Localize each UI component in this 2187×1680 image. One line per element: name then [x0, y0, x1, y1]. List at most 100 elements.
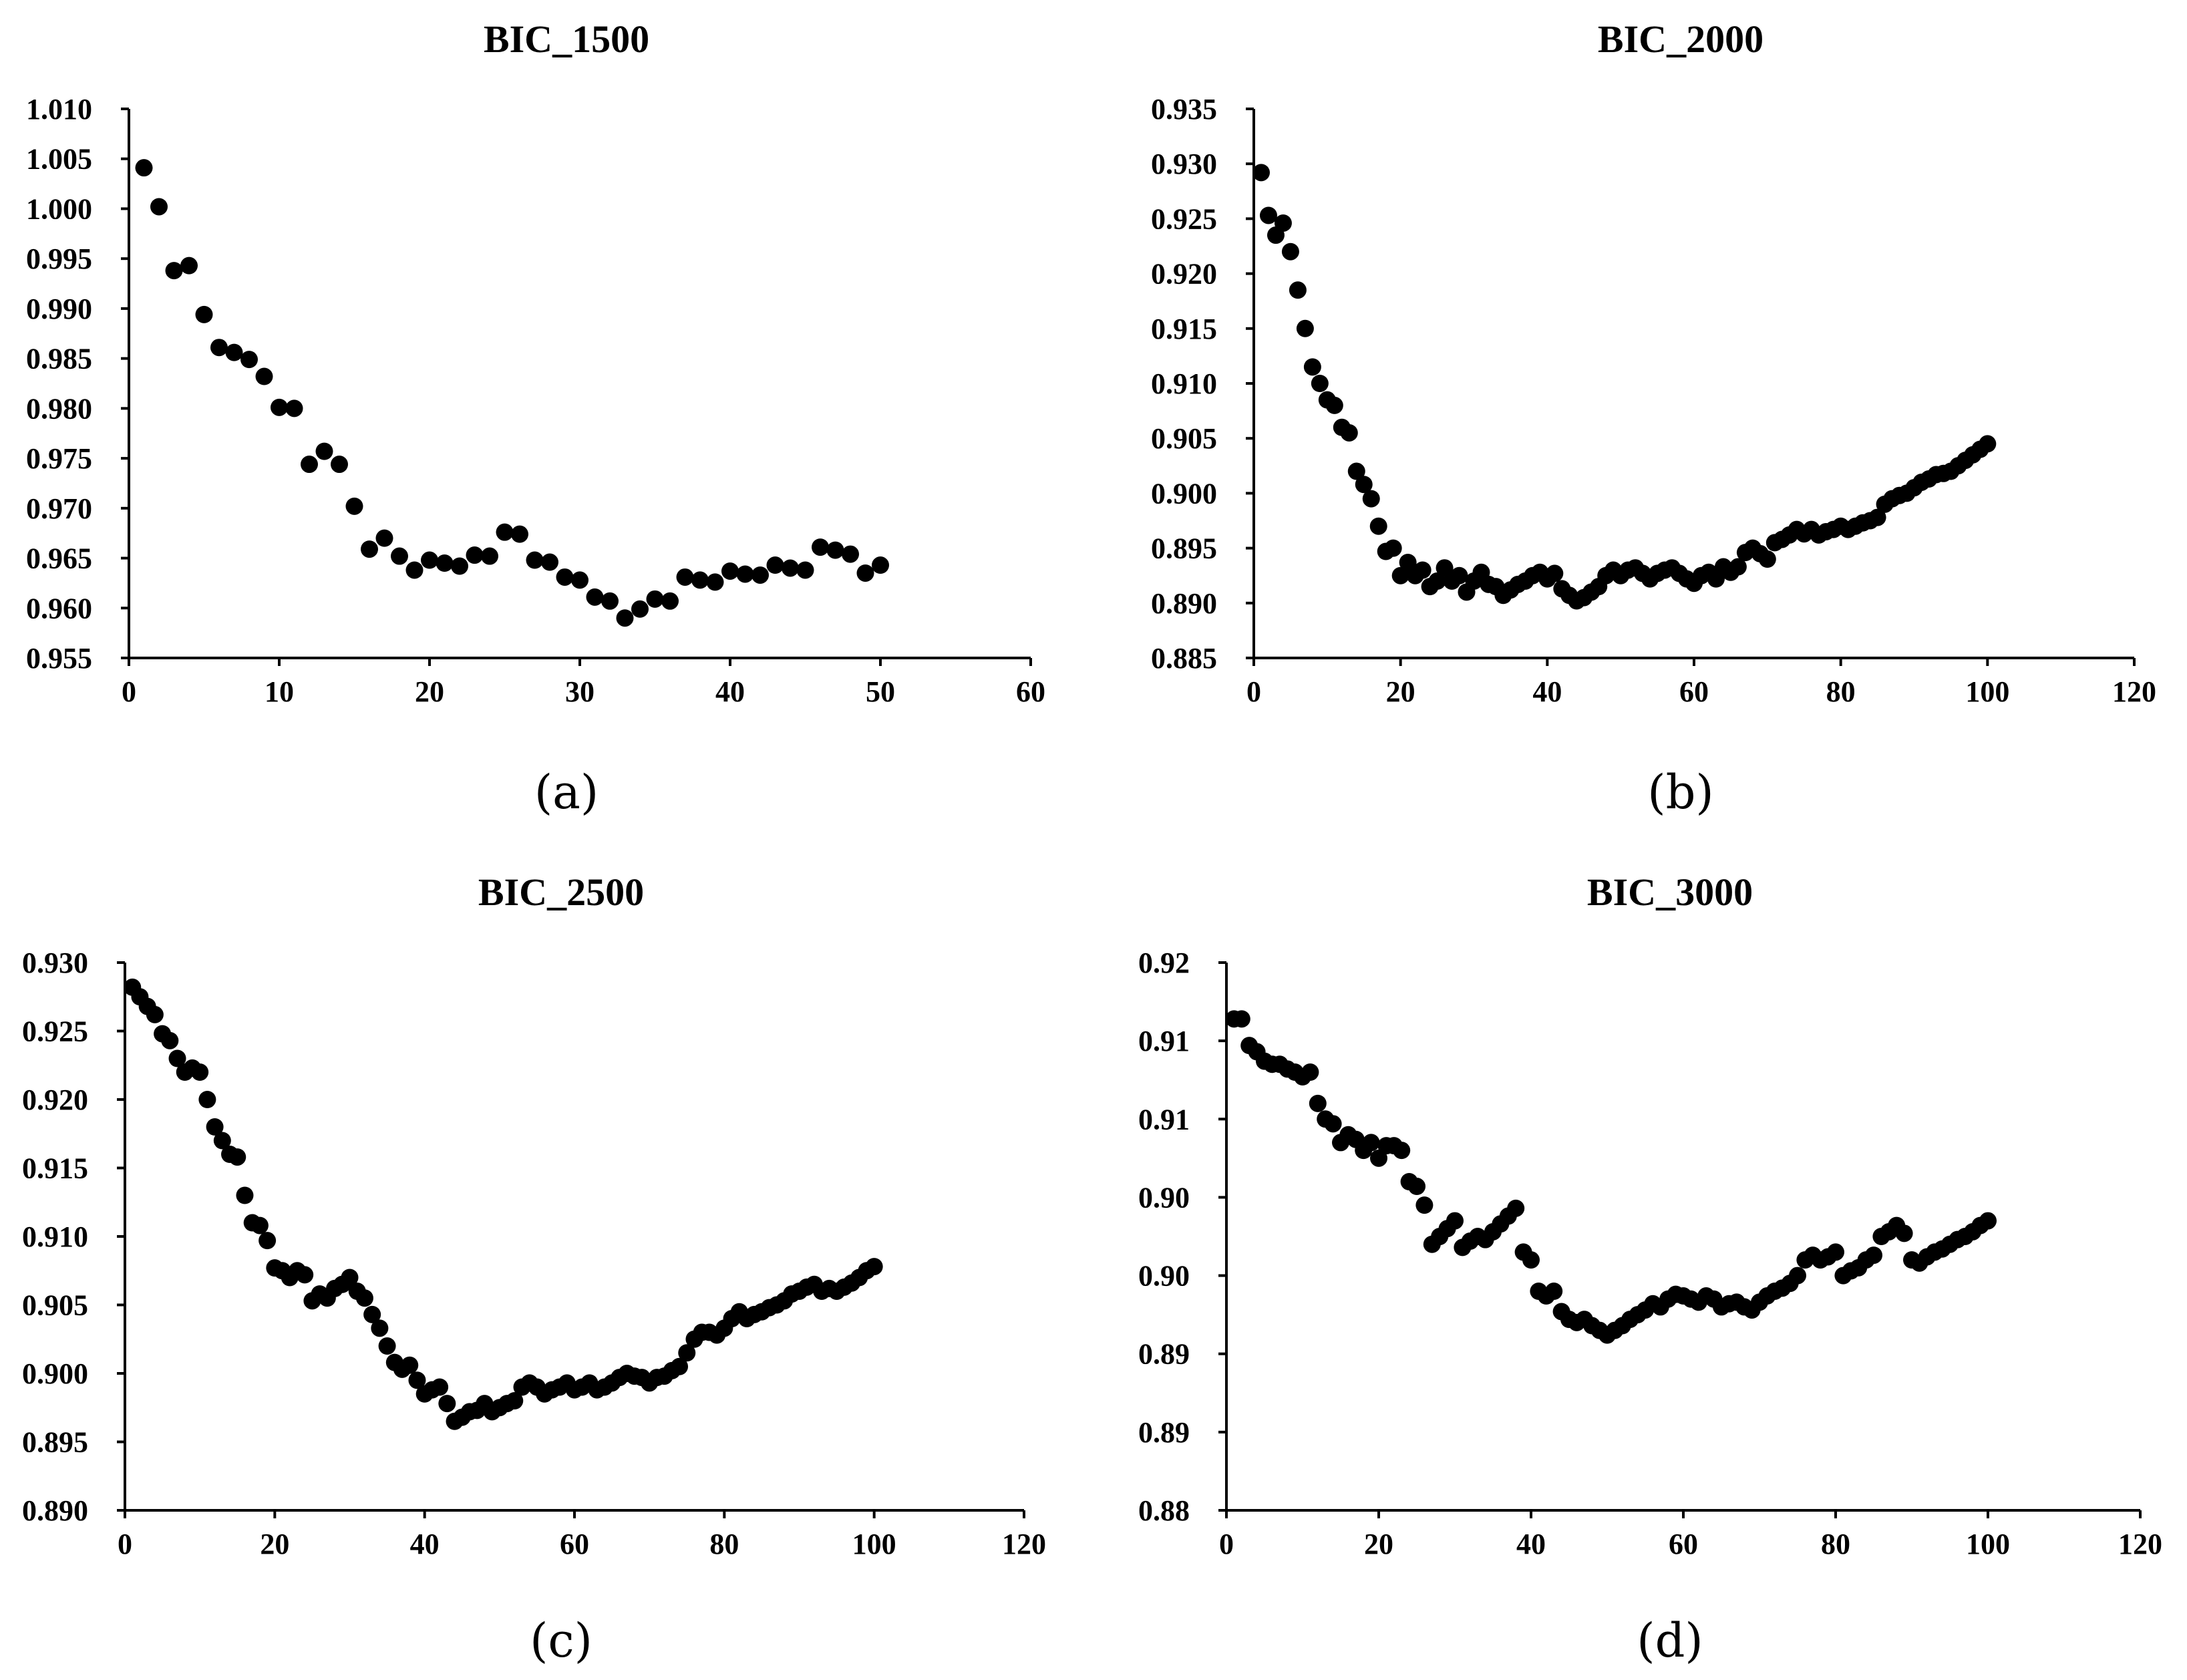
data-point — [259, 1232, 277, 1250]
data-point — [341, 1269, 359, 1287]
data-point — [506, 1392, 524, 1409]
data-point — [210, 339, 228, 357]
data-point — [1408, 1178, 1425, 1196]
data-point — [1546, 564, 1564, 582]
data-point — [872, 556, 889, 574]
x-tick-label: 50 — [866, 675, 895, 708]
y-tick-label: 0.895 — [22, 1426, 88, 1459]
data-point — [421, 551, 438, 569]
data-point — [195, 305, 213, 323]
x-tick-label: 0 — [118, 1528, 132, 1560]
x-tick-label: 40 — [1532, 675, 1562, 708]
x-tick-label: 0 — [1246, 675, 1261, 708]
data-point — [571, 571, 588, 589]
y-tick-label: 0.905 — [22, 1289, 88, 1322]
y-tick-label: 0.885 — [1151, 642, 1217, 675]
y-tick-label: 0.890 — [22, 1494, 88, 1527]
data-point — [285, 399, 303, 417]
y-tick-label: 0.990 — [26, 293, 92, 325]
y-tick-label: 1.005 — [26, 143, 92, 176]
data-point — [706, 573, 724, 591]
data-point — [436, 554, 454, 572]
x-tick-label: 120 — [1002, 1528, 1046, 1560]
chart-title: BIC_2000 — [1598, 17, 1763, 61]
data-point — [1895, 1224, 1913, 1242]
data-point — [1325, 396, 1343, 414]
data-point — [1384, 539, 1402, 557]
data-point — [168, 1049, 186, 1067]
data-point — [1428, 572, 1446, 590]
data-point — [1545, 1283, 1563, 1300]
data-point — [198, 1091, 216, 1108]
y-tick-label: 0.88 — [1138, 1494, 1190, 1527]
data-point — [1729, 558, 1747, 576]
data-point — [1232, 1010, 1250, 1028]
data-point — [135, 159, 153, 177]
chart-panel-2: BIC_2000 0.885 0.890 0.895 0.900 0.905 0.910 0.… — [1151, 17, 2156, 820]
data-point — [228, 1148, 246, 1166]
data-point — [511, 525, 528, 543]
data-point — [826, 541, 844, 559]
y-tick-label: 0.975 — [26, 442, 92, 475]
data-point — [1450, 566, 1468, 584]
y-tick-label: 0.905 — [1151, 422, 1217, 455]
data-point — [408, 1371, 426, 1389]
data-point — [1281, 242, 1299, 261]
data-point — [213, 1132, 231, 1150]
data-point — [331, 456, 348, 474]
y-tick-label: 0.91 — [1138, 1025, 1190, 1057]
data-point — [1309, 1094, 1327, 1112]
data-point — [1347, 462, 1365, 480]
y-tick-label: 0.925 — [1151, 202, 1217, 235]
y-tick-label: 1.010 — [26, 93, 92, 126]
data-point — [646, 590, 664, 608]
y-tick-label: 0.910 — [22, 1220, 88, 1253]
y-tick-label: 0.985 — [26, 343, 92, 375]
y-tick-label: 0.915 — [1151, 313, 1217, 345]
data-point — [236, 1186, 254, 1204]
data-point — [206, 1118, 224, 1136]
data-point — [1370, 1149, 1387, 1167]
data-point — [1979, 1212, 1997, 1230]
y-tick-label: 0.89 — [1138, 1338, 1190, 1371]
x-tick-label: 100 — [1966, 1528, 2010, 1560]
data-point — [842, 545, 859, 563]
x-tick-label: 30 — [565, 675, 595, 708]
x-tick-label: 40 — [1516, 1528, 1546, 1560]
data-point — [355, 1289, 373, 1307]
data-point — [240, 351, 258, 369]
data-point — [150, 198, 168, 216]
x-tick-label: 100 — [1965, 675, 2009, 708]
data-point — [225, 343, 243, 361]
chart-panel-1: BIC_1500 0.955 0.960 0.965 0.970 0.975 0.980 0.… — [26, 17, 1045, 820]
data-point — [736, 565, 754, 583]
data-point — [856, 564, 874, 582]
data-point — [1507, 1199, 1525, 1217]
data-point — [1789, 1267, 1806, 1285]
data-point — [378, 1337, 396, 1355]
y-tick-label: 0.955 — [26, 642, 92, 675]
chart-panel-4: BIC_3000 0.88 0.89 0.89 0.90 0.90 0.91 0.91 0.92… — [1138, 870, 2162, 1668]
data-point — [541, 553, 558, 571]
data-point — [161, 1031, 179, 1049]
x-tick-label: 20 — [1386, 675, 1415, 708]
y-tick-label: 0.960 — [26, 592, 92, 625]
x-tick-label: 10 — [265, 675, 294, 708]
x-tick-label: 20 — [260, 1528, 289, 1560]
data-point — [431, 1378, 449, 1396]
y-tick-label: 0.935 — [1151, 93, 1217, 126]
data-point — [721, 562, 739, 580]
data-point — [751, 566, 769, 584]
data-point — [1369, 517, 1387, 535]
data-point — [1391, 566, 1409, 584]
data-point — [812, 538, 829, 556]
x-tick-label: 80 — [709, 1528, 739, 1560]
y-tick-label: 0.895 — [1151, 532, 1217, 565]
data-point — [1522, 1251, 1540, 1269]
data-point — [1303, 358, 1321, 376]
x-tick-label: 60 — [1679, 675, 1709, 708]
x-tick-label: 120 — [2112, 675, 2156, 708]
data-point — [255, 367, 273, 385]
y-tick-label: 0.89 — [1138, 1416, 1190, 1449]
